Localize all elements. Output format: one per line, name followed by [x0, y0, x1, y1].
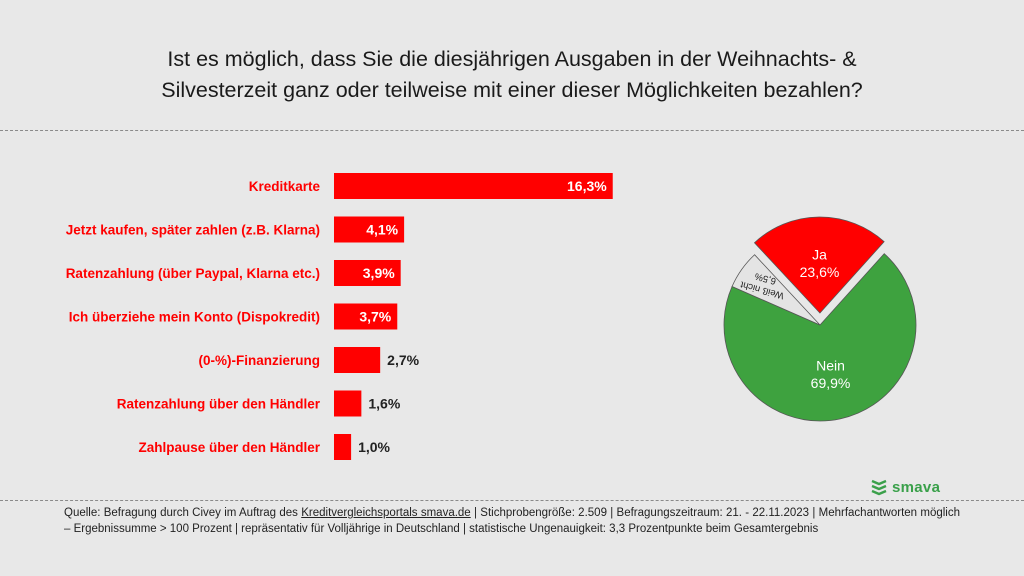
- title-line-2: Silvesterzeit ganz oder teilweise mit ei…: [161, 78, 863, 102]
- bar: [334, 347, 381, 373]
- pie-slice: [723, 253, 917, 422]
- page-title: Ist es möglich, dass Sie die diesjährige…: [60, 44, 964, 106]
- pie-slice: [731, 254, 821, 326]
- bar-value-label: 4,1%: [366, 222, 398, 238]
- pie-slice: [753, 216, 885, 314]
- bar-category-label: (0-%)-Finanzierung: [199, 353, 321, 368]
- source-note: Quelle: Befragung durch Civey im Auftrag…: [64, 505, 960, 537]
- bar: [334, 260, 401, 286]
- title-line-1: Ist es möglich, dass Sie die diesjährige…: [167, 47, 857, 71]
- bar-value-label: 16,3%: [567, 178, 607, 194]
- pie-slice-label: Ja: [812, 247, 827, 263]
- bar-value-label: 3,9%: [363, 265, 395, 281]
- bar-category-label: Zahlpause über den Händler: [138, 440, 320, 455]
- brand-name: smava: [892, 478, 941, 496]
- smava-logo-icon: [871, 479, 887, 496]
- source-text-2: | Stichprobengröße: 2.509 | Befragungsze…: [64, 507, 960, 535]
- bar: [334, 434, 352, 460]
- bar-value-label: 3,7%: [359, 309, 391, 325]
- bar: [334, 173, 613, 199]
- divider-bottom: [0, 500, 1024, 501]
- bar-value-label: 1,0%: [358, 439, 390, 455]
- bar-category-label: Ratenzahlung (über Paypal, Klarna etc.): [66, 266, 320, 281]
- divider-top: [0, 130, 1024, 131]
- bar-category-label: Ich überziehe mein Konto (Dispokredit): [69, 310, 320, 325]
- source-link[interactable]: Kreditvergleichsportals smava.de: [301, 507, 471, 519]
- bar-category-label: Kreditkarte: [249, 179, 321, 194]
- pie-slice-value: 69,9%: [811, 375, 851, 391]
- pie-slice-label: Nein: [816, 357, 845, 373]
- bar: [334, 216, 405, 243]
- pie-slice-value: 23,6%: [800, 264, 840, 280]
- bar: [334, 303, 398, 330]
- bar: [334, 390, 362, 417]
- bar-category-label: Ratenzahlung über den Händler: [117, 397, 321, 412]
- source-text-1: Quelle: Befragung durch Civey im Auftrag…: [64, 507, 302, 519]
- bar-chart: Kreditkarte 16,3% Jetzt kaufen, später zah…: [66, 173, 613, 460]
- bar-value-label: 2,7%: [387, 352, 419, 368]
- bar-category-label: Jetzt kaufen, später zahlen (z.B. Klarna…: [66, 223, 320, 238]
- brand-logo: smava: [870, 477, 940, 497]
- bar-value-label: 1,6%: [368, 396, 400, 412]
